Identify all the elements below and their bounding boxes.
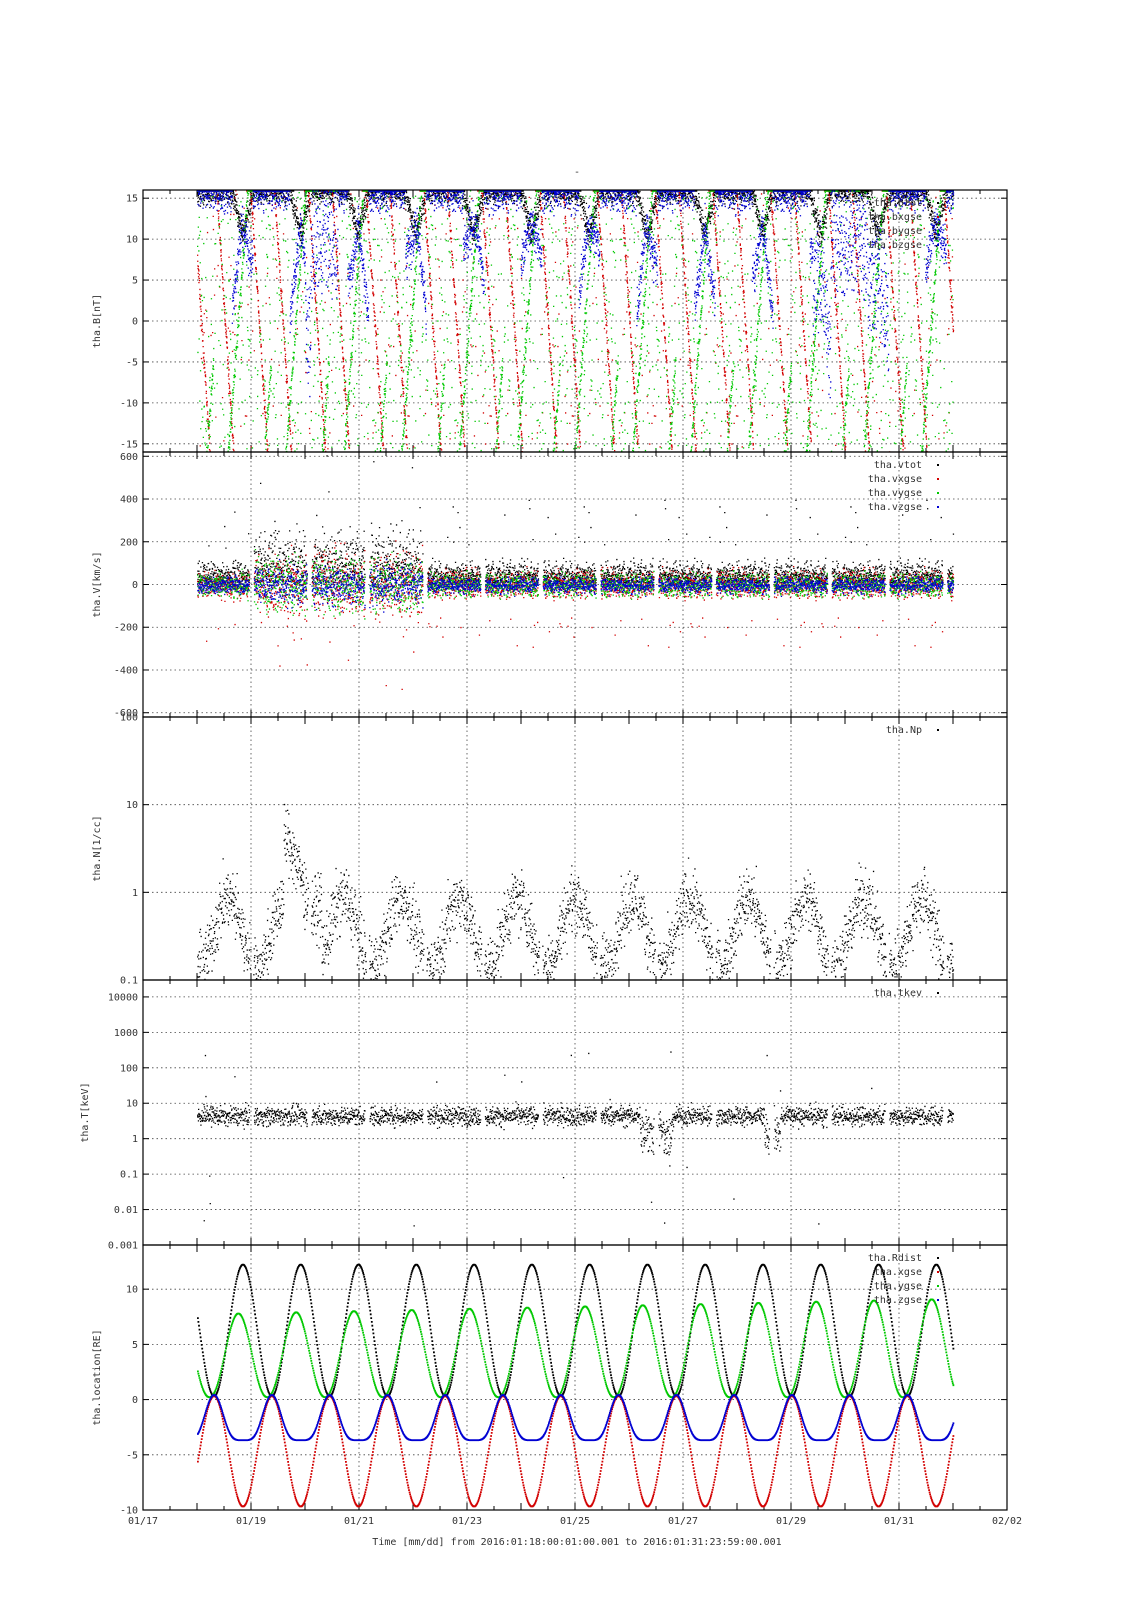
series-tha-ygse bbox=[197, 1298, 955, 1399]
y-tick-label: 10 bbox=[126, 235, 138, 246]
y-tick-label: -5 bbox=[126, 357, 138, 368]
legend-marker bbox=[937, 506, 939, 508]
legend-label: tha.bzgse bbox=[868, 240, 922, 251]
legend-label: tha.bygse bbox=[868, 226, 922, 237]
y-axis-label: tha.location[RE] bbox=[92, 1329, 103, 1425]
legend-label: tha.vzgse bbox=[868, 502, 922, 513]
legend-marker bbox=[937, 1257, 939, 1259]
y-tick-label: 200 bbox=[120, 537, 138, 548]
series-tha-Np bbox=[197, 803, 955, 980]
y-tick-label: 0 bbox=[132, 1395, 138, 1406]
time-axis-label: Time [mm/dd] from 2016:01:18:00:01:00.00… bbox=[372, 1537, 781, 1548]
legend-marker bbox=[937, 478, 939, 480]
x-tick-label: 01/23 bbox=[452, 1516, 482, 1527]
y-tick-label: -400 bbox=[114, 665, 138, 676]
y-axis-label: tha.B[nT] bbox=[92, 294, 103, 348]
legend-label: tha.Rdist bbox=[868, 1253, 922, 1264]
legend-label: tha.btot bbox=[874, 198, 922, 209]
legend-marker bbox=[937, 1285, 939, 1287]
panels: 151050-5-10-15tha.B[nT]tha.btottha.bxgse… bbox=[80, 189, 1008, 1517]
data-layer bbox=[197, 1263, 955, 1508]
x-tick-label: 01/25 bbox=[560, 1516, 590, 1527]
y-axis-label: tha.N[1/cc] bbox=[92, 815, 103, 881]
series-tha-vygse bbox=[197, 549, 955, 620]
y-tick-label: 600 bbox=[120, 452, 138, 463]
series-tha-bygse bbox=[197, 190, 955, 452]
y-tick-label: 5 bbox=[132, 1340, 138, 1351]
series-tha-vzgse bbox=[197, 558, 955, 613]
time-axis: 01/17 01/19 01/21 01/23 01/25 01/27 01/29 01/31… bbox=[128, 1516, 1022, 1527]
y-tick-label: 5 bbox=[132, 276, 138, 287]
y-tick-label: -10 bbox=[120, 398, 138, 409]
legend-label: tha.vtot bbox=[874, 460, 922, 471]
legend-marker bbox=[937, 464, 939, 466]
panel-4: 10000 1000 100 10 1 0.1 0.01 0.001 tha.T[keV] tha… bbox=[80, 979, 1008, 1252]
y-tick-label: 0 bbox=[132, 580, 138, 591]
legend-label: tha.xgse bbox=[874, 1267, 922, 1278]
data-layer bbox=[197, 190, 955, 452]
legend-label: tha.tkev bbox=[874, 988, 922, 999]
panel-5: 10 5 0 -5 -10 tha.location[RE] tha.Rdist tha.xg… bbox=[92, 1244, 1008, 1517]
y-tick-label: 0.001 bbox=[108, 1241, 138, 1252]
legend-label: tha.vygse bbox=[868, 488, 922, 499]
y-tick-label: 400 bbox=[120, 495, 138, 506]
y-tick-label: -200 bbox=[114, 623, 138, 634]
x-tick-label: 01/19 bbox=[236, 1516, 266, 1527]
y-tick-label: 1 bbox=[132, 888, 138, 899]
y-tick-label: 0.1 bbox=[120, 1170, 138, 1181]
y-tick-label: 0.1 bbox=[120, 976, 138, 987]
y-tick-label: 0 bbox=[132, 317, 138, 328]
legend-marker bbox=[937, 492, 939, 494]
y-axis-label: tha.T[keV] bbox=[80, 1082, 91, 1142]
y-tick-label: 100 bbox=[120, 713, 138, 724]
legend-label: tha.bxgse bbox=[868, 212, 922, 223]
series-tha-bzgse bbox=[197, 190, 955, 399]
legend-marker bbox=[937, 230, 939, 232]
legend-label: tha.ygse bbox=[874, 1281, 922, 1292]
y-tick-label: -10 bbox=[120, 1506, 138, 1517]
panel-frame bbox=[142, 1244, 1008, 1511]
series-tha-zgse bbox=[197, 1394, 955, 1442]
legend-label: tha.Np bbox=[886, 725, 922, 736]
y-tick-label: 1 bbox=[132, 1134, 138, 1145]
figure-title: - bbox=[574, 167, 580, 178]
panel-3: 100 10 1 0.1 tha.N[1/cc] tha.Np bbox=[92, 713, 1008, 987]
data-layer bbox=[197, 803, 955, 980]
panel-1: 15 10 5 0 -5 -10 -15 tha.B[nT] tha.btot tha.bxgse… bbox=[92, 189, 1008, 453]
legend-marker bbox=[937, 1271, 939, 1273]
y-tick-label: 0.01 bbox=[114, 1205, 138, 1216]
legend-label: tha.vxgse bbox=[868, 474, 922, 485]
y-tick-label: 10 bbox=[126, 1099, 138, 1110]
y-tick-label: 10000 bbox=[108, 992, 138, 1003]
legend-marker bbox=[937, 244, 939, 246]
series-tha-xgse bbox=[197, 1395, 955, 1508]
x-tick-label: 01/29 bbox=[776, 1516, 806, 1527]
y-tick-label: -5 bbox=[126, 1450, 138, 1461]
y-tick-label: 10 bbox=[126, 1285, 138, 1296]
data-layer bbox=[197, 455, 955, 690]
y-tick-label: 100 bbox=[120, 1063, 138, 1074]
x-tick-label: 02/02 bbox=[992, 1516, 1022, 1527]
y-tick-label: -600 bbox=[114, 708, 138, 719]
legend-marker bbox=[937, 729, 939, 731]
legend-marker bbox=[937, 216, 939, 218]
y-tick-label: -15 bbox=[120, 439, 138, 450]
y-tick-label: 1000 bbox=[114, 1028, 138, 1039]
panel-2: 600 400 200 0 -200 -400 -600 tha.V[km/s] tha.vto… bbox=[92, 451, 1008, 719]
x-tick-label: 01/21 bbox=[344, 1516, 374, 1527]
x-tick-label: 01/31 bbox=[884, 1516, 914, 1527]
y-tick-label: 15 bbox=[126, 194, 138, 205]
legend-marker bbox=[937, 1299, 939, 1301]
legend-marker bbox=[937, 202, 939, 204]
legend-marker bbox=[937, 992, 939, 994]
x-tick-label: 01/17 bbox=[128, 1516, 158, 1527]
y-tick-label: 10 bbox=[126, 800, 138, 811]
legend-label: tha.zgse bbox=[874, 1295, 922, 1306]
y-axis-label: tha.V[km/s] bbox=[92, 551, 103, 617]
x-tick-label: 01/27 bbox=[668, 1516, 698, 1527]
